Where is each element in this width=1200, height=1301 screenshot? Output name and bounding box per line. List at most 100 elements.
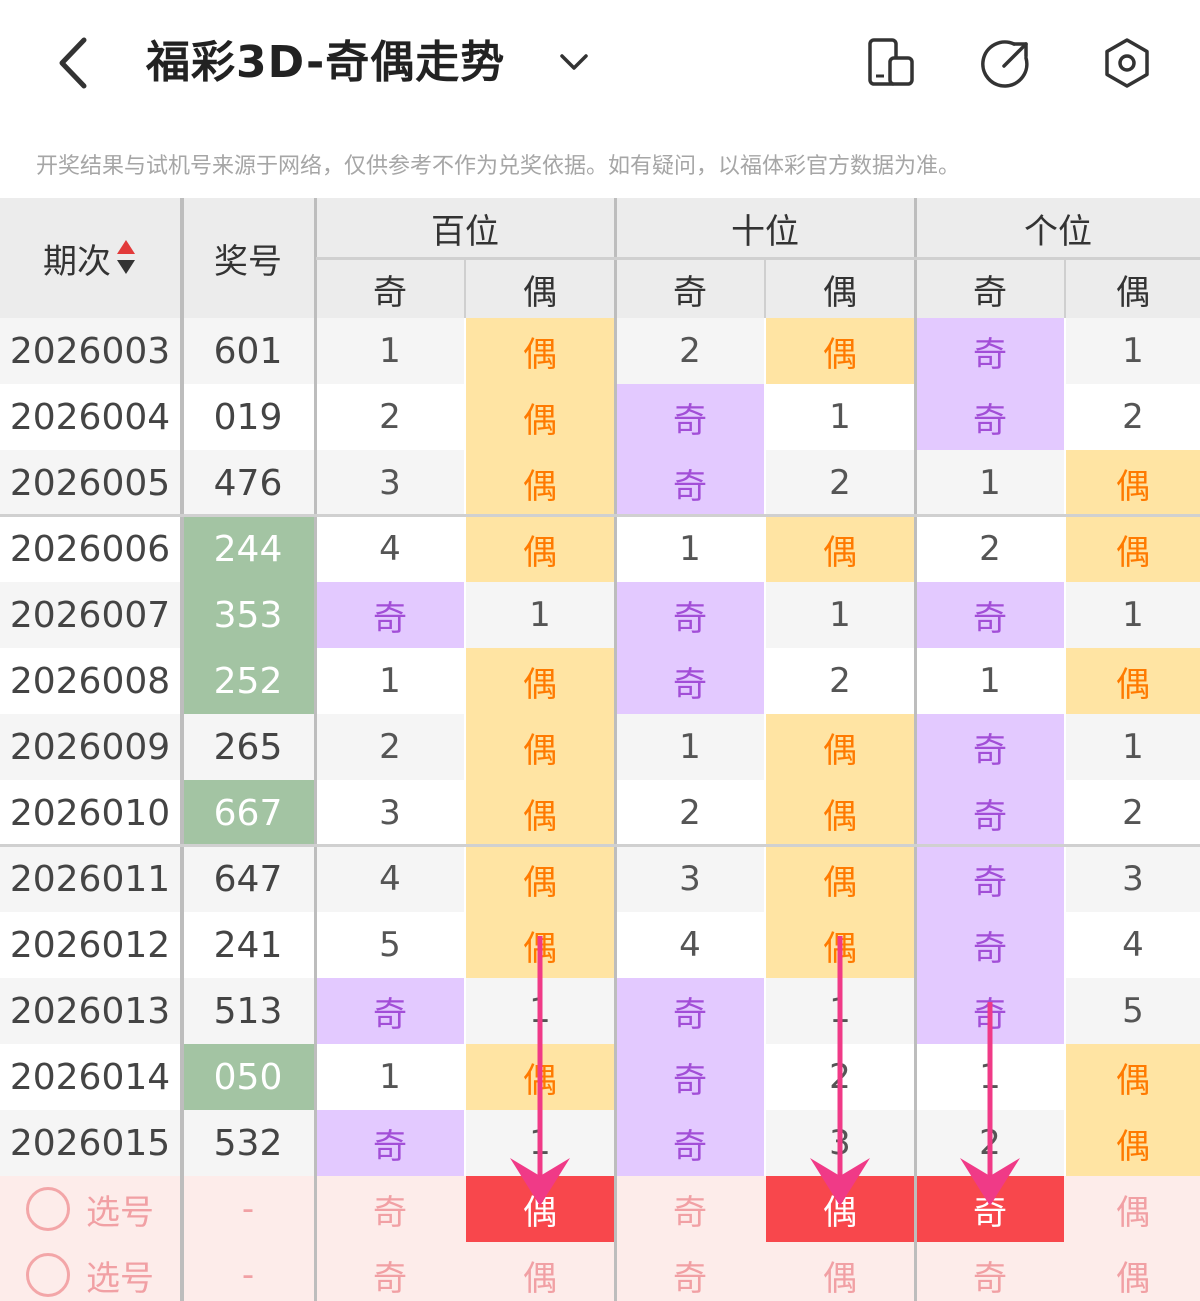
miss-count-cell: 2	[1066, 384, 1200, 450]
app-header: 福彩3D-奇偶走势	[0, 0, 1200, 130]
disclaimer-text: 开奖结果与试机号来源于网络，仅供参考不作为兑奖依据。如有疑问，以福体彩官方数据为…	[36, 154, 961, 179]
select-row-label[interactable]: 选号	[0, 1176, 180, 1242]
odd-cell: 奇	[916, 582, 1064, 648]
odd-cell: 奇	[616, 450, 764, 516]
sub-header-odd: 奇	[916, 260, 1064, 318]
odd-cell: 奇	[316, 582, 464, 648]
select-label-text: 选号	[86, 1192, 154, 1233]
odd-cell: 奇	[916, 978, 1064, 1044]
select-option[interactable]: 奇	[373, 1258, 407, 1299]
select-option[interactable]: 奇	[373, 1192, 407, 1233]
period-cell: 2026008	[0, 648, 180, 714]
even-cell: 偶	[466, 846, 614, 912]
odd-cell: 奇	[916, 384, 1064, 450]
miss-count-cell: 1	[916, 1044, 1064, 1110]
column-header-period[interactable]: 期次	[0, 198, 180, 318]
device-icon[interactable]	[864, 36, 918, 90]
miss-count-cell: 1	[916, 648, 1064, 714]
even-cell: 偶	[766, 318, 914, 384]
selected-option[interactable]: 偶	[766, 1176, 914, 1242]
odd-cell: 奇	[616, 1110, 764, 1176]
period-cell: 2026007	[0, 582, 180, 648]
even-cell: 偶	[1066, 1110, 1200, 1176]
even-cell: 偶	[766, 780, 914, 846]
settings-icon[interactable]	[1100, 36, 1154, 90]
select-option[interactable]: 偶	[823, 1258, 857, 1299]
even-cell: 偶	[1066, 1044, 1200, 1110]
number-cell: 476	[182, 450, 314, 516]
sub-header-even: 偶	[466, 260, 614, 318]
sub-column-divider	[764, 258, 766, 318]
share-icon[interactable]	[980, 36, 1034, 90]
miss-count-cell: 1	[766, 978, 914, 1044]
miss-count-cell: 1	[616, 516, 764, 582]
odd-cell: 奇	[316, 978, 464, 1044]
odd-cell: 奇	[616, 1044, 764, 1110]
number-cell: 019	[182, 384, 314, 450]
number-cell: 244	[182, 516, 314, 582]
sub-column-divider	[464, 258, 466, 318]
miss-count-cell: 1	[916, 450, 1064, 516]
number-cell: 667	[182, 780, 314, 846]
even-cell: 偶	[766, 912, 914, 978]
miss-count-cell: 4	[316, 516, 464, 582]
miss-count-cell: 1	[316, 318, 464, 384]
miss-count-cell: 2	[766, 648, 914, 714]
select-option[interactable]: 奇	[673, 1258, 707, 1299]
miss-count-cell: 3	[316, 450, 464, 516]
miss-count-cell: 1	[766, 582, 914, 648]
page-title: 福彩3D-奇偶走势	[146, 37, 506, 88]
column-divider	[314, 198, 317, 1301]
miss-count-cell: 1	[316, 648, 464, 714]
row-group-divider	[0, 514, 1200, 517]
dropdown-chevron-icon[interactable]	[556, 44, 592, 80]
even-cell: 偶	[766, 714, 914, 780]
sub-header-even: 偶	[766, 260, 914, 318]
number-cell: 647	[182, 846, 314, 912]
period-cell: 2026015	[0, 1110, 180, 1176]
select-radio[interactable]	[26, 1253, 70, 1297]
even-cell: 偶	[466, 780, 614, 846]
miss-count-cell: 1	[1066, 714, 1200, 780]
miss-count-cell: 2	[916, 1110, 1064, 1176]
even-cell: 偶	[466, 648, 614, 714]
column-divider	[180, 198, 184, 1301]
select-option[interactable]: 偶	[1116, 1192, 1150, 1233]
miss-count-cell: 4	[1066, 912, 1200, 978]
miss-count-cell: 2	[316, 714, 464, 780]
even-cell: 偶	[1066, 516, 1200, 582]
group-header-hundreds: 百位	[316, 198, 614, 258]
period-cell: 2026004	[0, 384, 180, 450]
miss-count-cell: 1	[1066, 582, 1200, 648]
select-row-label[interactable]: 选号	[0, 1242, 180, 1301]
period-cell: 2026010	[0, 780, 180, 846]
odd-cell: 奇	[916, 912, 1064, 978]
miss-count-cell: 1	[466, 978, 614, 1044]
select-option[interactable]: 偶	[523, 1258, 557, 1299]
even-cell: 偶	[1066, 450, 1200, 516]
miss-count-cell: 1	[466, 582, 614, 648]
header-divider	[316, 257, 1200, 260]
even-cell: 偶	[466, 318, 614, 384]
sub-header-odd: 奇	[616, 260, 764, 318]
number-cell: 532	[182, 1110, 314, 1176]
column-divider	[914, 198, 917, 1301]
miss-count-cell: 5	[316, 912, 464, 978]
miss-count-cell: 1	[616, 714, 764, 780]
miss-count-cell: 1	[766, 384, 914, 450]
selected-option[interactable]: 奇	[916, 1176, 1064, 1242]
select-radio[interactable]	[26, 1187, 70, 1231]
number-cell: 353	[182, 582, 314, 648]
selected-option[interactable]: 偶	[466, 1176, 614, 1242]
back-icon[interactable]	[50, 30, 100, 96]
sort-icon[interactable]	[115, 238, 137, 278]
select-option[interactable]: 奇	[973, 1258, 1007, 1299]
select-option[interactable]: 偶	[1116, 1258, 1150, 1299]
period-cell: 2026013	[0, 978, 180, 1044]
sub-column-divider	[1064, 258, 1066, 318]
odd-cell: 奇	[316, 1110, 464, 1176]
miss-count-cell: 2	[616, 780, 764, 846]
select-option[interactable]: 奇	[673, 1192, 707, 1233]
row-group-divider	[0, 844, 1200, 847]
period-cell: 2026012	[0, 912, 180, 978]
